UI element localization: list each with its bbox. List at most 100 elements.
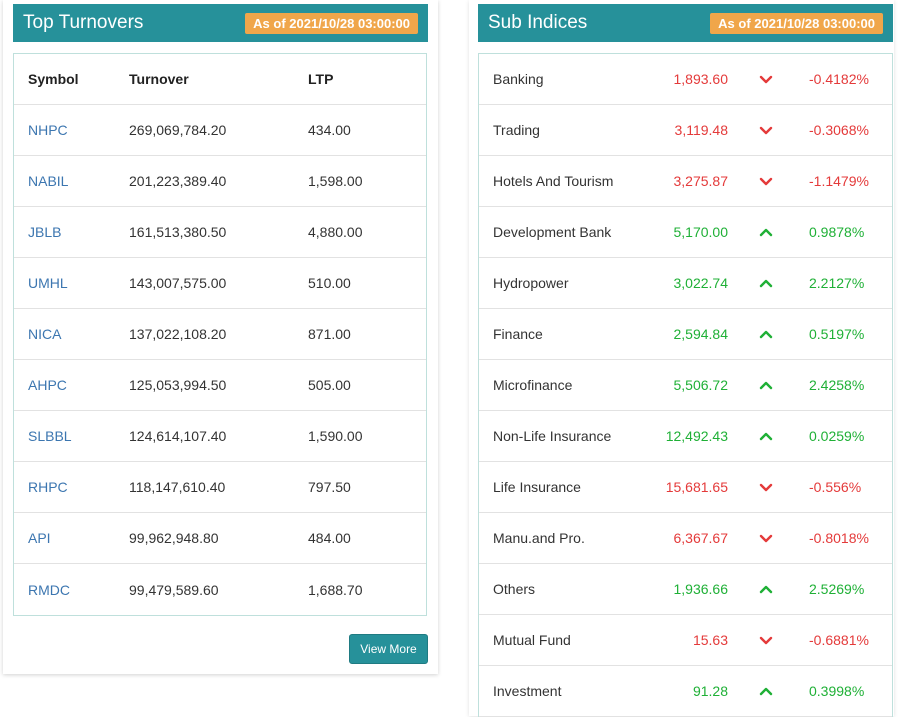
sub-index-row: Banking 1,893.60 -0.4182% <box>479 54 892 105</box>
sub-index-row: Microfinance 5,506.72 2.4258% <box>479 360 892 411</box>
sub-index-change: -0.3068% <box>809 122 869 138</box>
turnover-rows: NHPC 269,069,784.20 434.00 NABIL 201,223,389… <box>14 105 426 615</box>
ltp-value: 871.00 <box>308 326 351 342</box>
sub-index-name: Manu.and Pro. <box>493 530 585 546</box>
ltp-value: 505.00 <box>308 377 351 393</box>
sub-index-value: 12,492.43 <box>665 428 728 444</box>
sub-index-value: 5,506.72 <box>673 377 729 393</box>
top-turnovers-table: Symbol Turnover LTP NHPC 269,069,784.20 43… <box>13 53 427 616</box>
table-row: API 99,962,948.80 484.00 <box>14 513 426 564</box>
turnover-value: 201,223,389.40 <box>129 173 227 189</box>
ltp-value: 4,880.00 <box>308 224 363 240</box>
sub-index-change: 0.0259% <box>809 428 865 444</box>
symbol-link[interactable]: SLBBL <box>28 428 72 444</box>
table-row: UMHL 143,007,575.00 510.00 <box>14 258 426 309</box>
sub-index-row: Hydropower 3,022.74 2.2127% <box>479 258 892 309</box>
table-row: NABIL 201,223,389.40 1,598.00 <box>14 156 426 207</box>
turnover-value: 99,479,589.60 <box>129 581 219 598</box>
sub-index-value: 91.28 <box>692 683 728 699</box>
ltp-value: 484.00 <box>308 530 351 546</box>
sub-index-name: Development Bank <box>493 224 612 240</box>
sub-index-value: 3,119.48 <box>674 122 728 138</box>
sub-index-row: Life Insurance 15,681.65 -0.556% <box>479 462 892 513</box>
chevron-down-icon <box>759 534 773 543</box>
table-row: AHPC 125,053,994.50 505.00 <box>14 360 426 411</box>
column-header-ltp: LTP <box>308 71 334 87</box>
chevron-up-icon <box>759 687 773 696</box>
sub-indices-title: Sub Indices <box>488 12 588 33</box>
symbol-link[interactable]: API <box>28 530 51 546</box>
symbol-link[interactable]: AHPC <box>28 377 67 393</box>
sub-indices-as-of-badge: As of 2021/10/28 03:00:00 <box>710 12 883 34</box>
table-row: NHPC 269,069,784.20 434.00 <box>14 105 426 156</box>
symbol-link[interactable]: JBLB <box>28 224 62 240</box>
table-header-row: Symbol Turnover LTP <box>14 54 426 105</box>
sub-index-value: 15,681.65 <box>665 479 728 495</box>
turnover-value: 137,022,108.20 <box>129 326 227 342</box>
sub-indices-table: Banking 1,893.60 -0.4182% Trading 3,119.48 -0… <box>478 53 893 717</box>
sub-index-row: Others 1,936.66 2.5269% <box>479 564 892 615</box>
symbol-link[interactable]: NABIL <box>28 173 69 189</box>
sub-indices-panel: Sub Indices As of 2021/10/28 03:00:00 Ba… <box>469 0 894 717</box>
ltp-value: 434.00 <box>308 122 351 138</box>
table-row: JBLB 161,513,380.50 4,880.00 <box>14 207 426 258</box>
sub-index-name: Banking <box>493 71 544 87</box>
sub-index-row: Finance 2,594.84 0.5197% <box>479 309 892 360</box>
top-turnovers-header: Top Turnovers As of 2021/10/28 03:00:00 <box>13 4 428 42</box>
turnover-value: 118,147,610.40 <box>129 479 226 495</box>
sub-index-name: Trading <box>493 122 540 138</box>
ltp-value: 1,598.00 <box>308 173 363 189</box>
ltp-value: 510.00 <box>308 275 351 291</box>
chevron-down-icon <box>759 636 773 645</box>
chevron-up-icon <box>759 432 773 441</box>
symbol-link[interactable]: RMDC <box>28 581 70 598</box>
chevron-up-icon <box>759 381 773 390</box>
symbol-link[interactable]: UMHL <box>28 275 68 291</box>
sub-index-change: 2.5269% <box>809 581 865 597</box>
chevron-down-icon <box>759 177 773 186</box>
ltp-value: 1,688.70 <box>308 581 363 598</box>
sub-index-name: Non-Life Insurance <box>493 428 612 444</box>
symbol-link[interactable]: RHPC <box>28 479 68 495</box>
sub-indices-header: Sub Indices As of 2021/10/28 03:00:00 <box>478 4 893 42</box>
sub-index-value: 1,936.66 <box>673 581 729 597</box>
sub-index-change: -0.4182% <box>809 71 869 87</box>
view-more-button[interactable]: View More <box>349 634 428 664</box>
sub-index-row: Trading 3,119.48 -0.3068% <box>479 105 892 156</box>
sub-index-value: 1,893.60 <box>673 71 729 87</box>
chevron-up-icon <box>759 228 773 237</box>
symbol-link[interactable]: NHPC <box>28 122 68 138</box>
symbol-link[interactable]: NICA <box>28 326 62 342</box>
sub-index-row: Manu.and Pro. 6,367.67 -0.8018% <box>479 513 892 564</box>
chevron-down-icon <box>759 126 773 135</box>
chevron-down-icon <box>759 483 773 492</box>
sub-index-row: Investment 91.28 0.3998% <box>479 666 892 717</box>
chevron-down-icon <box>759 75 773 84</box>
chevron-up-icon <box>759 585 773 594</box>
turnover-value: 269,069,784.20 <box>129 122 227 138</box>
sub-index-change: 0.5197% <box>809 326 865 342</box>
top-turnovers-panel: Top Turnovers As of 2021/10/28 03:00:00 … <box>3 0 438 674</box>
turnover-value: 125,053,994.50 <box>129 377 227 393</box>
top-turnovers-as-of-badge: As of 2021/10/28 03:00:00 <box>245 12 418 34</box>
turnover-value: 99,962,948.80 <box>129 530 219 546</box>
sub-index-change: 2.4258% <box>809 377 865 393</box>
sub-index-value: 2,594.84 <box>673 326 729 342</box>
sub-index-name: Hydropower <box>493 275 569 291</box>
table-row: SLBBL 124,614,107.40 1,590.00 <box>14 411 426 462</box>
sub-index-change: 0.3998% <box>809 683 865 699</box>
sub-index-name: Investment <box>493 683 562 699</box>
table-row: NICA 137,022,108.20 871.00 <box>14 309 426 360</box>
sub-index-name: Finance <box>493 326 543 342</box>
sub-indices-rows: Banking 1,893.60 -0.4182% Trading 3,119.48 -0… <box>479 54 892 717</box>
sub-index-name: Others <box>493 581 536 597</box>
ltp-value: 1,590.00 <box>308 428 363 444</box>
sub-index-value: 3,022.74 <box>673 275 729 291</box>
ltp-value: 797.50 <box>308 479 351 495</box>
sub-index-change: 0.9878% <box>809 224 865 240</box>
sub-index-change: -1.1479% <box>809 173 869 189</box>
turnover-value: 124,614,107.40 <box>129 428 227 444</box>
sub-index-name: Mutual Fund <box>493 632 571 648</box>
top-turnovers-title: Top Turnovers <box>23 12 144 33</box>
table-row: RHPC 118,147,610.40 797.50 <box>14 462 426 513</box>
